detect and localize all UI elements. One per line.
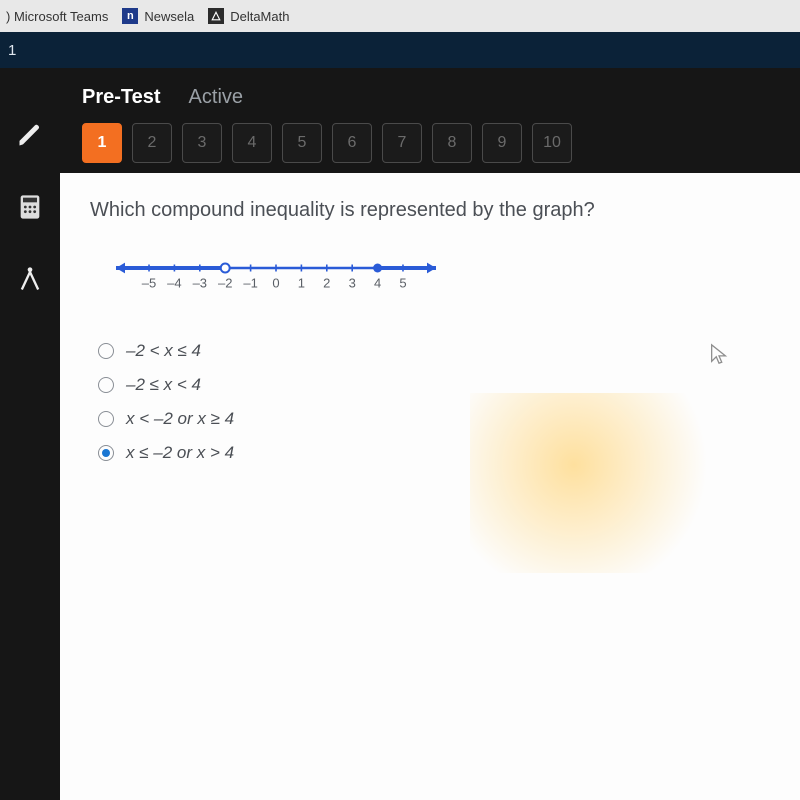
question-number-7[interactable]: 7 [382,123,422,163]
calculator-icon [16,193,44,221]
secondary-bar: 1 [0,32,800,68]
svg-text:–4: –4 [167,276,181,291]
svg-text:1: 1 [298,276,305,291]
question-panel: Which compound inequality is represented… [60,173,800,800]
svg-text:0: 0 [272,276,279,291]
question-prompt: Which compound inequality is represented… [90,199,770,222]
question-number-4[interactable]: 4 [232,123,272,163]
svg-text:–1: –1 [243,276,257,291]
question-number-row: 12345678910 [82,123,778,163]
bookmark-teams[interactable]: ) Microsoft Teams [6,9,108,24]
compass-tool-button[interactable] [9,258,51,300]
answer-option-1[interactable]: –2 < x ≤ 4 [98,341,770,361]
bookmark-label: DeltaMath [230,9,289,24]
radio-icon [98,411,114,427]
radio-icon [98,343,114,359]
cursor-icon [708,343,730,370]
answer-option-2[interactable]: –2 ≤ x < 4 [98,375,770,395]
newsela-icon: n [122,8,138,24]
svg-text:–5: –5 [142,276,156,291]
question-number-5[interactable]: 5 [282,123,322,163]
tab-pre-test[interactable]: Pre-Test [82,86,161,109]
question-number-1[interactable]: 1 [82,123,122,163]
answer-option-3[interactable]: x < –2 or x ≥ 4 [98,409,770,429]
tool-rail [0,68,60,800]
answer-text: –2 ≤ x < 4 [126,375,201,395]
svg-text:–3: –3 [193,276,207,291]
question-number-8[interactable]: 8 [432,123,472,163]
svg-text:5: 5 [399,276,406,291]
pencil-icon [16,121,44,149]
stage-header: Pre-Test Active 12345678910 [60,68,800,173]
svg-text:2: 2 [323,276,330,291]
bookmark-newsela[interactable]: n Newsela [122,8,194,24]
tab-active[interactable]: Active [189,86,243,109]
svg-text:4: 4 [374,276,381,291]
bookmark-label: Newsela [144,9,194,24]
svg-text:3: 3 [349,276,356,291]
radio-icon [98,445,114,461]
question-number-3[interactable]: 3 [182,123,222,163]
calculator-tool-button[interactable] [9,186,51,228]
compass-icon [16,265,44,293]
stage-tabs: Pre-Test Active [82,86,778,109]
svg-text:–2: –2 [218,276,232,291]
answer-text: –2 < x ≤ 4 [126,341,201,361]
pencil-tool-button[interactable] [9,114,51,156]
answer-text: x ≤ –2 or x > 4 [126,443,234,463]
question-number-6[interactable]: 6 [332,123,372,163]
question-number-2[interactable]: 2 [132,123,172,163]
question-number-10[interactable]: 10 [532,123,572,163]
answer-list: –2 < x ≤ 4 –2 ≤ x < 4 x < –2 or x ≥ 4 x ≤ –… [98,341,770,463]
bookmark-label: ) Microsoft Teams [6,9,108,24]
deltamath-icon [208,8,224,24]
radio-icon [98,377,114,393]
answer-option-4[interactable]: x ≤ –2 or x > 4 [98,443,770,463]
numberline: –5 –4 –3 –2 –1 0 1 2 3 4 5 [96,252,770,307]
bookmark-deltamath[interactable]: DeltaMath [208,8,289,24]
secondary-bar-text: 1 [8,42,16,59]
answer-text: x < –2 or x ≥ 4 [126,409,234,429]
question-number-9[interactable]: 9 [482,123,522,163]
bookmarks-bar: ) Microsoft Teams n Newsela DeltaMath [0,0,800,32]
